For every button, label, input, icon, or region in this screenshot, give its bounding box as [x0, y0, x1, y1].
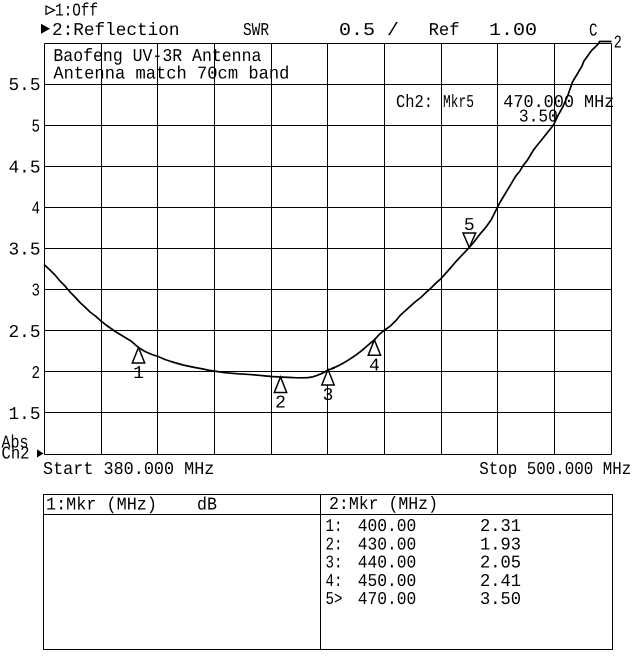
svg-text:430.00: 430.00	[358, 535, 417, 555]
svg-text:dB: dB	[197, 496, 217, 516]
svg-text:450.00: 450.00	[358, 572, 417, 592]
svg-text:2.41: 2.41	[480, 572, 521, 592]
svg-text:2:: 2:	[326, 535, 343, 555]
svg-text:C: C	[589, 22, 598, 42]
svg-text:470.00: 470.00	[358, 590, 417, 610]
svg-text:3.50: 3.50	[480, 590, 521, 610]
svg-text:3.5: 3.5	[9, 241, 41, 261]
svg-text:0.5 /: 0.5 /	[339, 21, 399, 41]
svg-text:5.5: 5.5	[9, 76, 41, 96]
svg-text:Antenna match 70cm band: Antenna match 70cm band	[53, 65, 289, 85]
svg-text:Abs: Abs	[2, 434, 29, 454]
svg-text:3:: 3:	[326, 554, 343, 574]
svg-text:470.000 MHz: 470.000 MHz	[503, 93, 614, 113]
svg-text:2: 2	[614, 34, 622, 54]
svg-text:4:: 4:	[326, 572, 343, 592]
svg-text:1.93: 1.93	[480, 535, 521, 555]
svg-text:1:Off: 1:Off	[55, 1, 98, 21]
svg-text:2: 2	[32, 364, 41, 384]
svg-text:1:: 1:	[326, 517, 343, 537]
svg-text:5>: 5>	[326, 590, 343, 610]
svg-text:Baofeng UV-3R Antenna: Baofeng UV-3R Antenna	[53, 47, 261, 67]
svg-text:1:Mkr (MHz): 1:Mkr (MHz)	[46, 496, 157, 516]
svg-text:SWR: SWR	[243, 21, 269, 41]
svg-text:3: 3	[323, 386, 334, 406]
svg-text:Ch2: Ch2	[2, 445, 30, 465]
svg-text:2.5: 2.5	[9, 323, 41, 343]
svg-text:2:Reflection: 2:Reflection	[52, 21, 180, 41]
svg-text:4.5: 4.5	[9, 158, 41, 178]
svg-text:3.50: 3.50	[519, 107, 558, 127]
svg-text:400.00: 400.00	[358, 517, 417, 537]
svg-text:4: 4	[32, 200, 41, 220]
svg-text:Ch2:: Ch2:	[396, 93, 433, 113]
svg-text:1.00: 1.00	[489, 21, 537, 41]
svg-text:5: 5	[32, 117, 41, 137]
svg-text:2:Mkr (MHz): 2:Mkr (MHz)	[329, 495, 438, 515]
svg-text:2.05: 2.05	[480, 554, 521, 574]
svg-text:Stop 500.000 MHz: Stop 500.000 MHz	[479, 460, 631, 480]
svg-text:1: 1	[133, 364, 144, 384]
svg-text:Mkr5: Mkr5	[443, 93, 474, 113]
svg-text:Start 380.000 MHz: Start 380.000 MHz	[43, 460, 214, 480]
svg-text:3: 3	[32, 282, 41, 302]
svg-text:440.00: 440.00	[358, 554, 417, 574]
svg-text:5: 5	[464, 216, 475, 236]
svg-text:4: 4	[369, 357, 380, 377]
svg-text:2: 2	[275, 394, 286, 414]
svg-text:Ref: Ref	[429, 21, 460, 41]
svg-text:2.31: 2.31	[480, 517, 521, 537]
svg-text:1.5: 1.5	[9, 405, 41, 425]
